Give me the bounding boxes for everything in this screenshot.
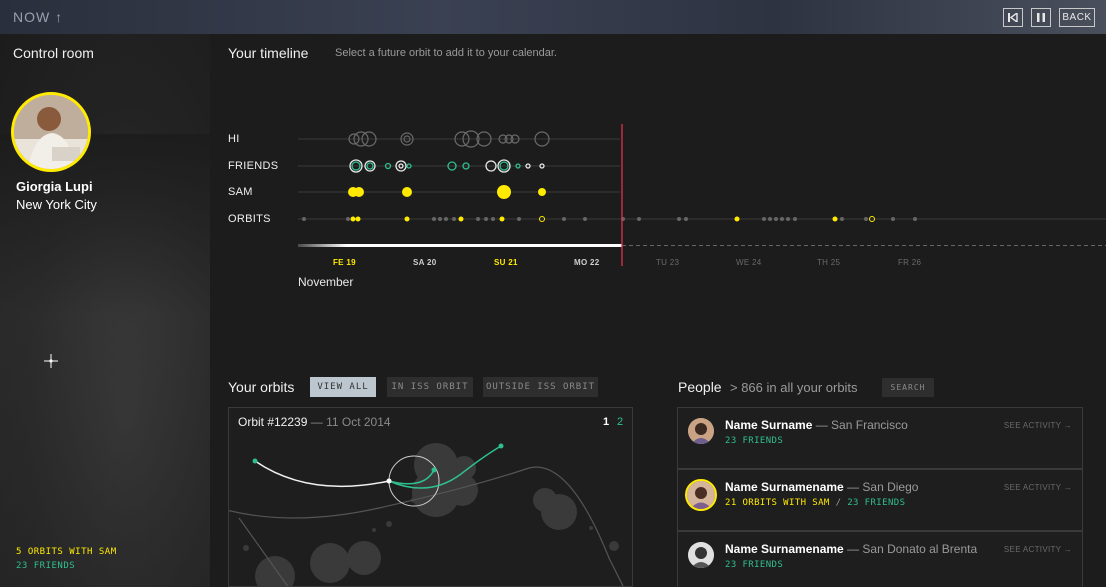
person-photo — [688, 418, 714, 444]
timeline-chart[interactable] — [290, 120, 1106, 280]
day-label: TH 25 — [817, 258, 841, 267]
hi-row-marks — [348, 130, 550, 148]
page-2[interactable]: 2 — [617, 416, 624, 428]
day-label: FR 26 — [898, 258, 922, 267]
orbit-card[interactable]: Orbit #12239 — 11 Oct 2014 1 2 — [228, 407, 633, 587]
control-room-panel: Control room Giorgia Lupi New York City … — [0, 34, 210, 587]
month-label: November — [298, 275, 354, 289]
person-photo — [688, 542, 714, 568]
tab-view-all[interactable]: VIEW ALL — [310, 377, 376, 397]
tab-in-iss-orbit[interactable]: IN ISS ORBIT — [387, 377, 473, 397]
location-crosshair-icon — [44, 354, 58, 368]
pause-button[interactable] — [1031, 8, 1051, 27]
person-row[interactable]: Name Surnamename — San Donato al Brenta … — [677, 531, 1083, 587]
person-avatar — [685, 479, 717, 511]
see-activity-link[interactable]: SEE ACTIVITY → — [1003, 421, 1072, 430]
skip-back-button[interactable] — [1003, 8, 1023, 27]
tab-outside-iss-orbit[interactable]: OUTSIDE ISS ORBIT — [483, 377, 598, 397]
day-label: WE 24 — [736, 258, 762, 267]
person-orbits-with-sam: 21 ORBITS WITH SAM — [725, 498, 830, 508]
city-map — [0, 134, 210, 587]
orbits-with-sam-stat: 5 ORBITS WITH SAM — [16, 547, 117, 557]
orbits-row-marks — [302, 216, 917, 222]
sam-row-marks — [348, 185, 546, 199]
row-label-friends: FRIENDS — [228, 160, 279, 172]
person-photo — [687, 481, 715, 509]
orbit-id: Orbit #12239 — [238, 415, 308, 429]
day-label: SA 20 — [413, 258, 437, 267]
person-name: Name Surname — San Francisco — [725, 418, 908, 432]
day-label: TU 23 — [656, 258, 680, 267]
friends-stat: 23 FRIENDS — [16, 561, 76, 571]
pause-icon — [1037, 13, 1045, 22]
people-count: > 866 in all your orbits — [730, 380, 858, 395]
person-row[interactable]: Name Surname — San Francisco 23 FRIENDS … — [677, 407, 1083, 469]
person-location: — San Francisco — [815, 418, 908, 432]
person-meta: 21 ORBITS WITH SAM / 23 FRIENDS — [725, 498, 906, 508]
friends-row-marks — [349, 159, 545, 173]
past-time-bar — [298, 244, 622, 247]
person-name: Name Surnamename — San Donato al Brenta — [725, 542, 978, 556]
person-friends: 23 FRIENDS — [847, 498, 906, 508]
person-friends: 23 FRIENDS — [725, 560, 784, 570]
day-label: MO 22 — [574, 258, 600, 267]
row-label-orbits: ORBITS — [228, 213, 271, 225]
now-indicator[interactable]: NOW ↑ — [13, 9, 64, 25]
orbit-visualization[interactable] — [229, 408, 633, 587]
person-name: Name Surnamename — San Diego — [725, 480, 919, 494]
orbit-date: — 11 Oct 2014 — [310, 415, 391, 429]
user-city: New York City — [16, 197, 97, 212]
person-location: — San Donato al Brenta — [847, 542, 978, 556]
user-photo — [14, 95, 88, 169]
orbit-heading: Orbit #12239 — 11 Oct 2014 — [238, 415, 391, 429]
timeline-title: Your timeline — [228, 45, 309, 61]
row-label-hi: HI — [228, 133, 240, 145]
top-bar: NOW ↑ BACK — [0, 0, 1106, 34]
people-title: People — [678, 379, 722, 395]
see-activity-link[interactable]: SEE ACTIVITY → — [1003, 483, 1072, 492]
day-label: FE 19 — [333, 258, 356, 267]
skip-back-icon — [1008, 13, 1018, 22]
row-label-sam: SAM — [228, 186, 253, 198]
people-search-button[interactable]: SEARCH — [882, 378, 934, 397]
person-location: — San Diego — [847, 480, 919, 494]
person-row[interactable]: Name Surnamename — San Diego 21 ORBITS W… — [677, 469, 1083, 531]
control-room-title: Control room — [13, 45, 94, 61]
page-1[interactable]: 1 — [603, 416, 610, 428]
see-activity-link[interactable]: SEE ACTIVITY → — [1003, 545, 1072, 554]
user-avatar[interactable] — [11, 92, 91, 172]
person-friends: 23 FRIENDS — [725, 436, 784, 446]
day-label: SU 21 — [494, 258, 518, 267]
person-avatar — [688, 542, 714, 568]
your-orbits-title: Your orbits — [228, 379, 295, 395]
person-avatar — [688, 418, 714, 444]
user-name: Giorgia Lupi — [16, 179, 93, 194]
timeline-hint: Select a future orbit to add it to your … — [335, 47, 557, 59]
back-button[interactable]: BACK — [1059, 8, 1095, 27]
